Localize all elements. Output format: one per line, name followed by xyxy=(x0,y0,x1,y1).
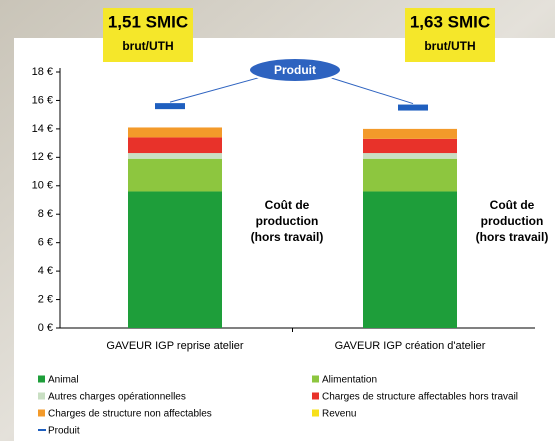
bar-segment xyxy=(128,153,222,159)
y-tick-label: 16 € xyxy=(32,94,53,106)
callout-label: Produit xyxy=(274,63,316,77)
bar-segment xyxy=(363,191,457,328)
legend-swatch xyxy=(312,410,319,417)
bar-segment xyxy=(363,153,457,159)
bar-segment xyxy=(128,159,222,192)
smic-unit: brut/UTH xyxy=(122,39,173,53)
y-tick-label: 12 € xyxy=(32,151,53,163)
bar-segment xyxy=(128,191,222,328)
legend-label: Produit xyxy=(48,426,80,437)
legend-label: Charges de structure affectables hors tr… xyxy=(322,392,518,403)
legend-swatch xyxy=(312,376,319,383)
cost-label: production xyxy=(481,214,544,228)
bar-segment xyxy=(128,127,222,137)
cost-label: (hors travail) xyxy=(476,230,549,244)
y-tick-label: 8 € xyxy=(38,208,53,220)
legend-label: Charges de structure non affectables xyxy=(48,409,212,420)
x-tick-label: GAVEUR IGP création d'atelier xyxy=(335,340,486,352)
cost-label: production xyxy=(256,214,319,228)
y-tick-label: 4 € xyxy=(38,265,53,277)
chart: 0 € 2 € 4 € 6 € 8 € 10 € 12 € 14 € 16 € 18 € GAVEU… xyxy=(0,0,555,441)
y-tick-label: 2 € xyxy=(38,293,53,305)
y-tick-label: 6 € xyxy=(38,237,53,249)
y-tick-label: 10 € xyxy=(32,180,53,192)
legend-label: Autres charges opérationnelles xyxy=(48,392,186,403)
cost-label: Coût de xyxy=(265,198,310,212)
smic-value: 1,63 SMIC xyxy=(410,12,490,31)
cost-label: (hors travail) xyxy=(251,230,324,244)
bar-segment xyxy=(363,159,457,192)
produit-marker xyxy=(398,105,428,111)
y-tick-label: 0 € xyxy=(38,322,53,334)
produit-marker xyxy=(155,103,185,109)
legend-swatch xyxy=(312,393,319,400)
x-tick-label: GAVEUR IGP reprise atelier xyxy=(106,340,243,352)
bar-segment xyxy=(363,139,457,153)
y-tick-label: 14 € xyxy=(32,123,53,135)
legend-label: Revenu xyxy=(322,409,356,420)
bar-segment xyxy=(363,129,457,139)
legend-label: Animal xyxy=(48,375,79,386)
smic-value: 1,51 SMIC xyxy=(108,12,188,31)
cost-label: Coût de xyxy=(490,198,535,212)
smic-unit: brut/UTH xyxy=(424,39,475,53)
y-tick-label: 18 € xyxy=(32,66,53,78)
legend-label: Alimentation xyxy=(322,375,377,386)
bar-segment xyxy=(128,137,222,153)
legend-swatch xyxy=(38,376,45,383)
legend-swatch xyxy=(38,410,45,417)
legend-swatch xyxy=(38,393,45,400)
